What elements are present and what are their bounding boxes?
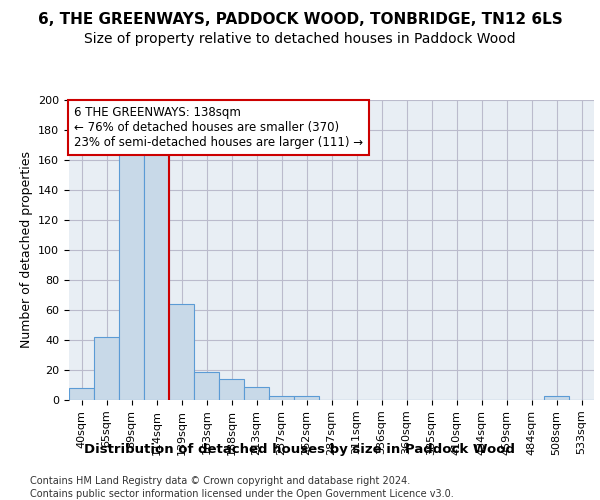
Bar [169, 304, 194, 400]
Bar [269, 396, 294, 400]
Bar [94, 337, 119, 400]
Bar [144, 148, 169, 400]
Text: Size of property relative to detached houses in Paddock Wood: Size of property relative to detached ho… [84, 32, 516, 46]
Text: 6 THE GREENWAYS: 138sqm
← 76% of detached houses are smaller (370)
23% of semi-d: 6 THE GREENWAYS: 138sqm ← 76% of detache… [74, 106, 364, 149]
Text: 6, THE GREENWAYS, PADDOCK WOOD, TONBRIDGE, TN12 6LS: 6, THE GREENWAYS, PADDOCK WOOD, TONBRIDG… [38, 12, 562, 28]
Bar [294, 396, 319, 400]
Bar [119, 152, 144, 400]
Bar [69, 388, 94, 400]
Y-axis label: Number of detached properties: Number of detached properties [20, 152, 32, 348]
Bar [219, 379, 244, 400]
Bar [244, 386, 269, 400]
Bar [194, 372, 219, 400]
Bar [544, 396, 569, 400]
Text: Distribution of detached houses by size in Paddock Wood: Distribution of detached houses by size … [85, 442, 515, 456]
Text: Contains public sector information licensed under the Open Government Licence v3: Contains public sector information licen… [30, 489, 454, 499]
Text: Contains HM Land Registry data © Crown copyright and database right 2024.: Contains HM Land Registry data © Crown c… [30, 476, 410, 486]
